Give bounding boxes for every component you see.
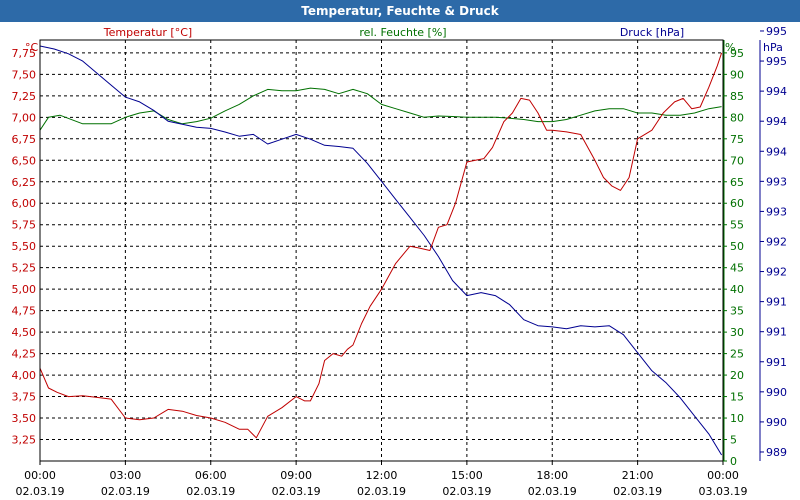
- pressure-series-line: [39, 45, 723, 456]
- pressure-tick-label: 991: [766, 296, 787, 309]
- pressure-tick-label: 991: [766, 356, 787, 369]
- temperature-tick-label: 7,50: [12, 68, 37, 81]
- pressure-tick-label: 991: [766, 326, 787, 339]
- temperature-tick-label: 5,25: [12, 262, 37, 275]
- humidity-tick-label: 80: [730, 111, 744, 124]
- window-title-bar: Temperatur, Feuchte & Druck: [0, 0, 800, 22]
- temperature-tick-label: 3,50: [12, 412, 37, 425]
- x-tick-date: 02.03.19: [16, 485, 65, 498]
- x-tick-date: 02.03.19: [528, 485, 577, 498]
- temperature-tick-label: 6,50: [12, 154, 37, 167]
- grid: [40, 40, 723, 461]
- humidity-tick-label: 15: [730, 391, 744, 404]
- humidity-tick-label: 40: [730, 283, 744, 296]
- pressure-tick-label: 990: [766, 416, 787, 429]
- pressure-tick-label: 993: [766, 175, 787, 188]
- x-tick-date: 03.03.19: [699, 485, 748, 498]
- humidity-tick-label: 45: [730, 262, 744, 275]
- humidity-axis-unit: %: [725, 41, 735, 54]
- humidity-tick-label: 65: [730, 176, 744, 189]
- temperature-series-line: [39, 52, 723, 439]
- temperature-tick-label: 5,00: [12, 283, 37, 296]
- temperature-tick-label: 4,75: [12, 305, 37, 318]
- pressure-tick-label: 994: [766, 85, 787, 98]
- x-tick-date: 02.03.19: [272, 485, 321, 498]
- temperature-tick-label: 7,00: [12, 111, 37, 124]
- temperature-tick-label: 5,75: [12, 219, 37, 232]
- pressure-tick-label: 993: [766, 205, 787, 218]
- humidity-tick-label: 10: [730, 412, 744, 425]
- temperature-tick-label: 6,25: [12, 176, 37, 189]
- x-tick-time: 18:00: [536, 469, 568, 482]
- pressure-tick-label: 994: [766, 145, 787, 158]
- pressure-tick-label: 989: [766, 446, 787, 459]
- temperature-tick-label: 6,00: [12, 197, 37, 210]
- humidity-tick-label: 90: [730, 68, 744, 81]
- pressure-tick-label: 995: [766, 25, 787, 38]
- legend-temperature: Temperatur [°C]: [103, 26, 192, 39]
- humidity-tick-label: 30: [730, 326, 744, 339]
- humidity-tick-label: 5: [730, 434, 737, 447]
- humidity-series-line: [39, 87, 722, 131]
- pressure-tick-label: 994: [766, 115, 787, 128]
- humidity-tick-label: 85: [730, 90, 744, 103]
- humidity-tick-label: 0: [730, 455, 737, 468]
- x-tick-date: 02.03.19: [186, 485, 235, 498]
- pressure-tick-label: 990: [766, 386, 787, 399]
- temperature-tick-label: 4,00: [12, 369, 37, 382]
- humidity-tick-label: 35: [730, 305, 744, 318]
- x-tick-time: 09:00: [280, 469, 312, 482]
- x-tick-time: 03:00: [110, 469, 142, 482]
- x-tick-date: 02.03.19: [101, 485, 150, 498]
- humidity-tick-label: 75: [730, 133, 744, 146]
- axis-ticks: 00:00 02.03.19 03:00 02.03.19 06:00 02.03.19 0…: [12, 25, 788, 498]
- humidity-tick-label: 55: [730, 219, 744, 232]
- temperature-tick-label: 6,75: [12, 133, 37, 146]
- window-title: Temperatur, Feuchte & Druck: [301, 4, 499, 18]
- x-tick-date: 02.03.19: [357, 485, 406, 498]
- x-tick-date: 02.03.19: [442, 485, 491, 498]
- humidity-tick-label: 60: [730, 197, 744, 210]
- x-tick-time: 00:00: [24, 469, 56, 482]
- humidity-tick-label: 20: [730, 369, 744, 382]
- legend-humidity: rel. Feuchte [%]: [359, 26, 446, 39]
- humidity-tick-label: 50: [730, 240, 744, 253]
- humidity-tick-label: 25: [730, 348, 744, 361]
- temperature-tick-label: 7,25: [12, 90, 37, 103]
- pressure-axis-unit: hPa: [763, 41, 783, 54]
- pressure-tick-label: 995: [766, 55, 787, 68]
- humidity-tick-label: 95: [730, 47, 744, 60]
- x-tick-date: 02.03.19: [613, 485, 662, 498]
- temperature-tick-label: 3,25: [12, 434, 37, 447]
- x-tick-time: 15:00: [451, 469, 483, 482]
- temperature-axis-unit: °C: [25, 41, 39, 54]
- temperature-tick-label: 5,50: [12, 240, 37, 253]
- plot-area: [39, 45, 723, 456]
- pressure-tick-label: 992: [766, 235, 787, 248]
- x-tick-time: 00:00: [707, 469, 739, 482]
- temperature-tick-label: 3,75: [12, 391, 37, 404]
- legend-pressure: Druck [hPa]: [620, 26, 684, 39]
- temperature-tick-label: 7,75: [12, 47, 37, 60]
- x-tick-time: 21:00: [622, 469, 654, 482]
- x-tick-time: 12:00: [366, 469, 398, 482]
- humidity-tick-label: 70: [730, 154, 744, 167]
- temperature-tick-label: 4,25: [12, 348, 37, 361]
- x-tick-time: 06:00: [195, 469, 227, 482]
- pressure-tick-label: 992: [766, 266, 787, 279]
- temperature-tick-label: 4,50: [12, 326, 37, 339]
